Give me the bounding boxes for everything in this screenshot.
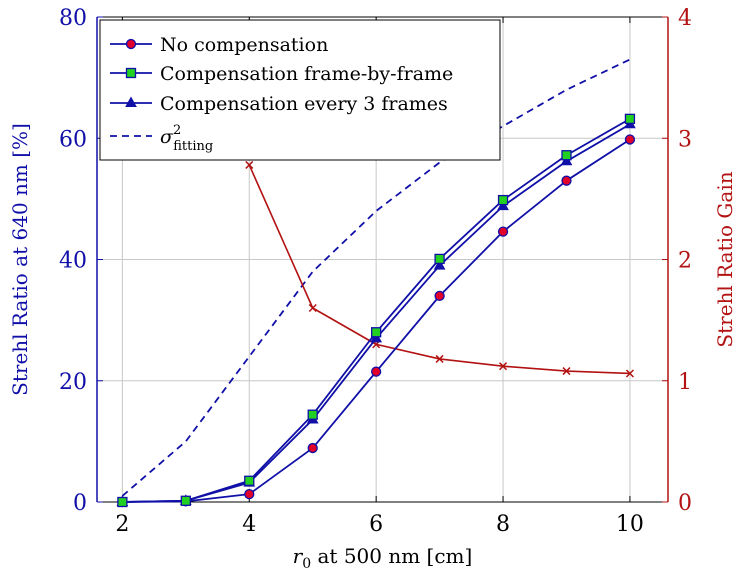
series-strehl-gain-point bbox=[245, 160, 254, 169]
y2-axis-label: Strehl Ratio Gain bbox=[713, 171, 737, 347]
series-frame-by-frame-point bbox=[371, 327, 382, 338]
y2-tick-label: 4 bbox=[678, 6, 692, 31]
legend-label: No compensation bbox=[160, 34, 328, 56]
series-strehl-gain-point bbox=[625, 369, 634, 378]
y-tick-label: 20 bbox=[59, 370, 87, 395]
series-no-compensation-point bbox=[434, 290, 445, 302]
series-frame-by-frame-point bbox=[117, 496, 128, 508]
y2-tick-label: 0 bbox=[678, 491, 692, 516]
x-tick-label: 10 bbox=[616, 512, 644, 537]
legend-item: Compensation frame-by-frame bbox=[110, 63, 453, 85]
series-strehl-gain-point bbox=[499, 362, 508, 371]
legend-swatch-marker bbox=[125, 67, 137, 79]
axes: 2 4 6 8 10 0 20 40 60 80 0 1 2 3 4 r0 at 500 nm [cm] Str… bbox=[8, 6, 737, 572]
x-tick-label: 2 bbox=[115, 512, 129, 537]
series-frame-by-frame-point bbox=[561, 150, 572, 161]
y-tick-label: 40 bbox=[59, 249, 87, 274]
series-frame-by-frame-point bbox=[307, 409, 318, 420]
legend: No compensation Compensation frame-by-fra… bbox=[99, 19, 501, 161]
y-tick-label: 80 bbox=[59, 6, 87, 31]
y2-tick-label: 2 bbox=[678, 249, 692, 274]
x-axis-label: r0 at 500 nm [cm] bbox=[293, 544, 473, 572]
legend-label: Compensation frame-by-frame bbox=[160, 63, 453, 85]
series-strehl-gain bbox=[245, 160, 634, 378]
legend-item: σ2 fitting bbox=[110, 123, 213, 154]
series-strehl-gain-point bbox=[308, 303, 317, 313]
series-frame-by-frame-point bbox=[244, 475, 255, 486]
series-no-compensation-point bbox=[561, 175, 572, 186]
series-frame-by-frame bbox=[117, 113, 636, 508]
y-axis-label: Strehl Ratio at 640 nm [%] bbox=[8, 123, 32, 396]
series-frame-by-frame-point bbox=[497, 194, 509, 206]
legend-swatch-marker bbox=[125, 38, 137, 50]
x-tick-label: 4 bbox=[242, 512, 256, 537]
legend-item: Compensation every 3 frames bbox=[110, 93, 448, 115]
series-no-compensation-point bbox=[244, 488, 255, 500]
y2-tick-label: 1 bbox=[678, 370, 692, 395]
series-every-3-frames-point bbox=[433, 259, 446, 270]
plot-area bbox=[116, 58, 636, 508]
legend-swatch-marker bbox=[125, 96, 137, 107]
y-tick-label: 60 bbox=[59, 127, 87, 152]
legend-label: σ2 fitting bbox=[160, 123, 213, 154]
series-no-compensation-point bbox=[497, 226, 509, 237]
y-tick-label: 0 bbox=[73, 491, 87, 516]
legend-label: Compensation every 3 frames bbox=[160, 93, 448, 115]
series-strehl-gain-point bbox=[562, 367, 571, 376]
x-tick-label: 6 bbox=[369, 512, 383, 537]
series-frame-by-frame-point bbox=[180, 495, 191, 506]
legend-box bbox=[99, 19, 501, 161]
series-frame-by-frame-point bbox=[624, 113, 636, 124]
x-tick-label: 8 bbox=[496, 512, 510, 537]
series-frame-by-frame-point bbox=[434, 253, 445, 265]
series-no-compensation-point bbox=[624, 134, 636, 145]
series-strehl-gain-point bbox=[435, 354, 444, 363]
legend-item: No compensation bbox=[110, 34, 328, 56]
y2-tick-label: 3 bbox=[678, 127, 692, 152]
series-no-compensation-point bbox=[307, 442, 318, 454]
series-no-compensation-point bbox=[371, 366, 382, 377]
